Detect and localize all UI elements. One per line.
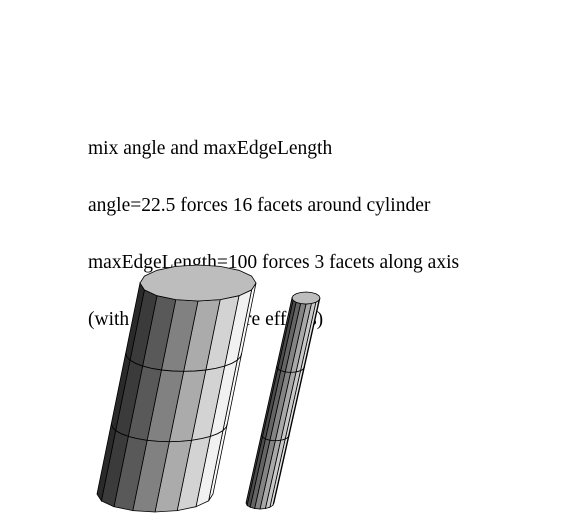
thin-cylinder-ring [260,434,290,442]
caption-line-1: mix angle and maxEdgeLength [88,138,333,159]
thin-cylinder [245,291,321,510]
thin-cylinder-top-cap [291,291,321,305]
large-cylinder-ring [125,353,243,372]
large-cylinder [96,264,257,513]
large-cylinder-top-cap [139,264,257,302]
caption-line-2: angle=22.5 forces 16 facets around cylin… [88,195,431,216]
thin-cylinder-facet [254,303,307,510]
thin-cylinder-ring [276,366,306,373]
large-cylinder-ring [110,423,228,443]
